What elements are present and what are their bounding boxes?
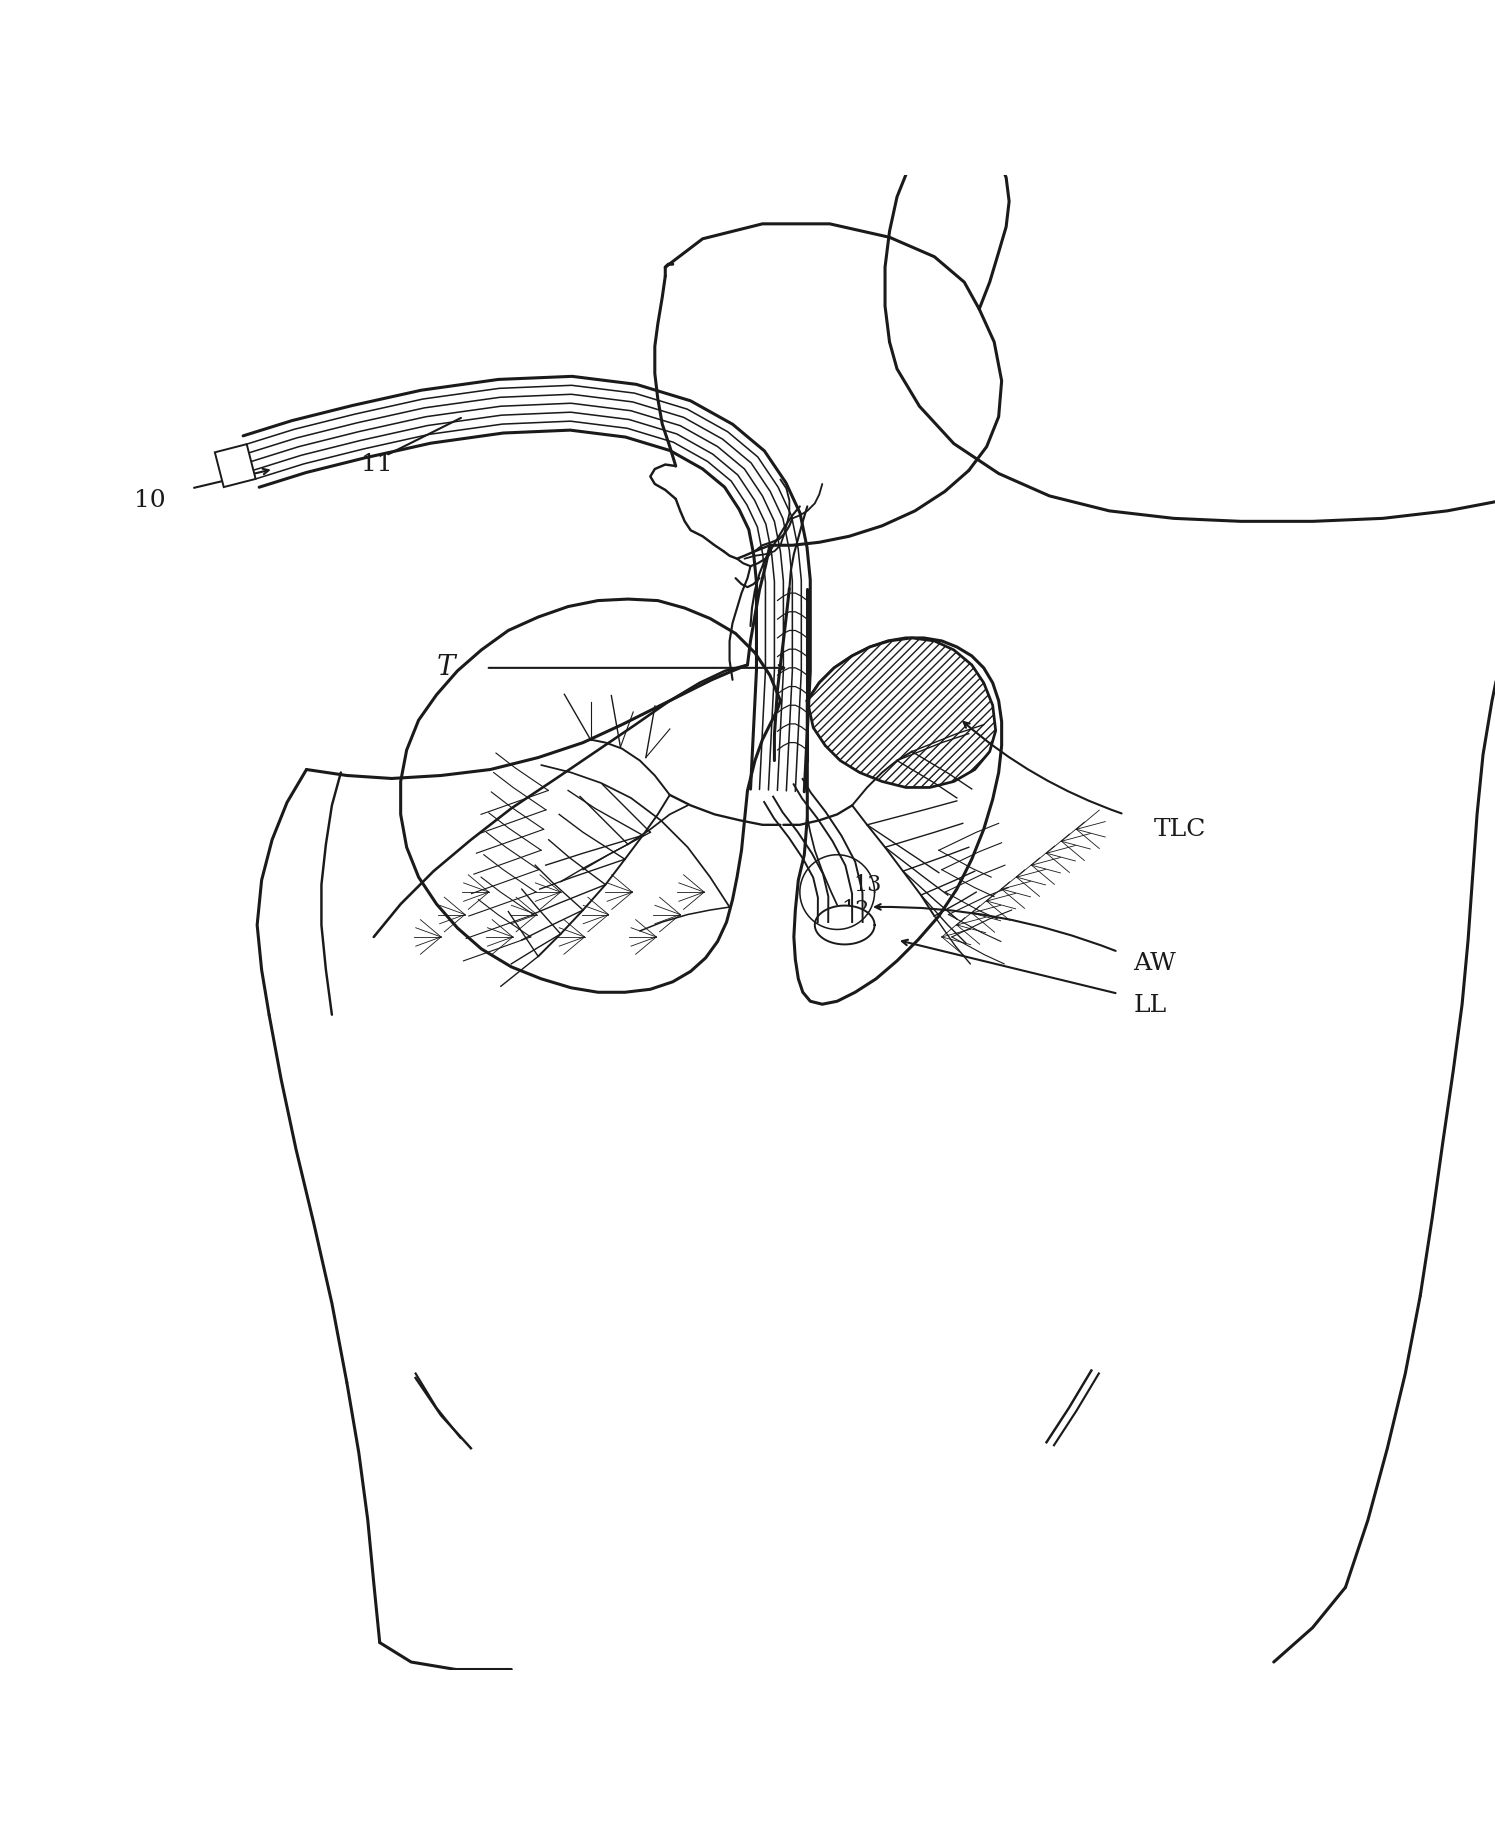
Polygon shape	[215, 444, 256, 487]
Text: 11: 11	[360, 454, 393, 476]
Text: T: T	[437, 655, 454, 680]
Text: AW: AW	[1133, 952, 1177, 975]
Polygon shape	[807, 638, 996, 787]
Polygon shape	[401, 599, 780, 992]
Text: 10: 10	[133, 489, 166, 513]
Text: 12: 12	[842, 900, 869, 920]
Polygon shape	[815, 905, 875, 944]
Text: 13: 13	[854, 874, 881, 896]
Text: LL: LL	[1133, 994, 1166, 1018]
Text: TLC: TLC	[1154, 817, 1206, 841]
Polygon shape	[794, 638, 1002, 1005]
